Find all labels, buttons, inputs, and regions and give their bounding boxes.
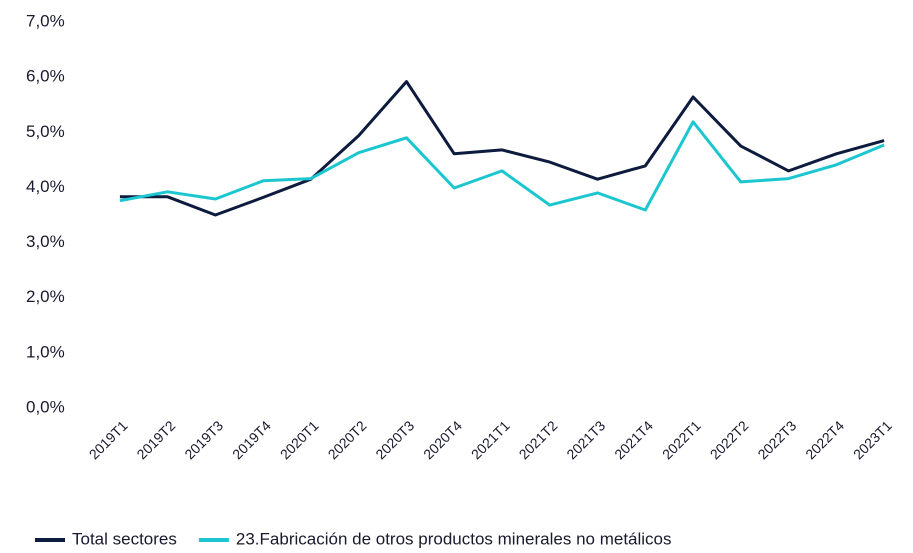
x-tick-label: 2022T4 xyxy=(802,417,847,462)
x-tick-label: 2021T2 xyxy=(516,417,561,462)
x-tick-label: 2020T1 xyxy=(277,417,322,462)
y-tick-label: 4,0% xyxy=(26,177,65,196)
x-tick-label: 2022T2 xyxy=(707,417,752,462)
y-tick-label: 7,0% xyxy=(26,11,65,30)
y-tick-label: 6,0% xyxy=(26,67,65,86)
x-tick-label: 2021T3 xyxy=(563,417,608,462)
series-line xyxy=(119,120,885,212)
y-tick-label: 0,0% xyxy=(26,397,65,416)
x-tick-label: 2019T4 xyxy=(229,417,274,462)
x-tick-label: 2020T3 xyxy=(372,417,417,462)
x-tick-label: 2019T2 xyxy=(133,417,178,462)
x-tick-label: 2019T3 xyxy=(181,417,226,462)
y-tick-label: 1,0% xyxy=(26,342,65,361)
series-line xyxy=(119,80,885,217)
x-tick-label: 2020T4 xyxy=(420,417,465,462)
y-tick-label: 5,0% xyxy=(26,122,65,141)
legend-label: 23.Fabricación de otros productos minera… xyxy=(236,529,672,548)
y-tick-label: 2,0% xyxy=(26,287,65,306)
x-tick-label: 2021T1 xyxy=(468,417,513,462)
legend-label: Total sectores xyxy=(72,529,177,548)
x-tick-label: 2022T3 xyxy=(754,417,799,462)
x-tick-label: 2022T1 xyxy=(659,417,704,462)
x-tick-label: 2021T4 xyxy=(611,417,656,462)
x-tick-label: 2023T1 xyxy=(850,417,895,462)
x-tick-label: 2020T2 xyxy=(325,417,370,462)
y-tick-label: 3,0% xyxy=(26,232,65,251)
x-tick-label: 2019T1 xyxy=(86,417,131,462)
